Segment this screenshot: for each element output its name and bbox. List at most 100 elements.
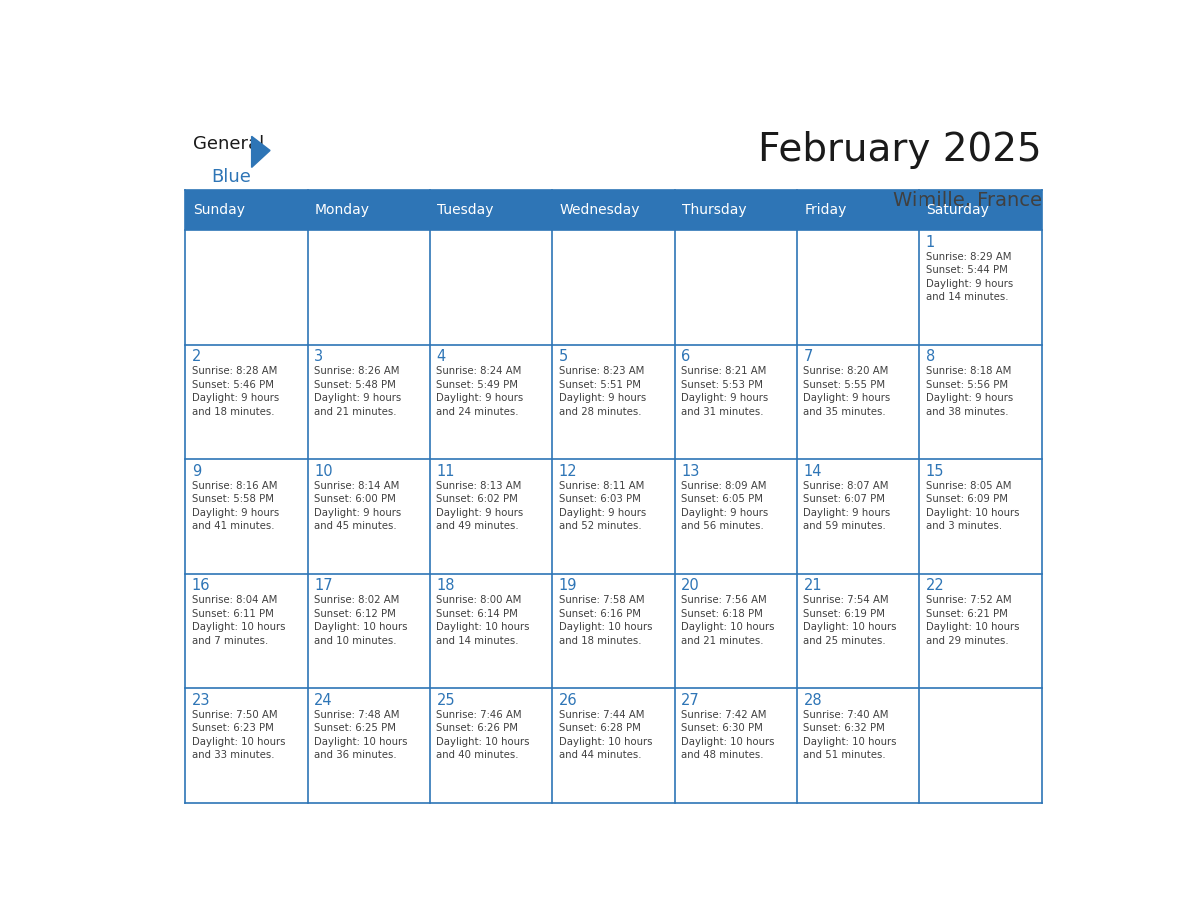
- Bar: [920, 230, 1042, 345]
- Bar: [185, 190, 308, 230]
- Text: Sunrise: 8:18 AM
Sunset: 5:56 PM
Daylight: 9 hours
and 38 minutes.: Sunrise: 8:18 AM Sunset: 5:56 PM Dayligh…: [925, 366, 1013, 417]
- Text: Sunrise: 8:16 AM
Sunset: 5:58 PM
Daylight: 9 hours
and 41 minutes.: Sunrise: 8:16 AM Sunset: 5:58 PM Dayligh…: [191, 480, 279, 532]
- Bar: [185, 345, 308, 459]
- Text: 4: 4: [436, 349, 446, 364]
- Bar: [308, 574, 430, 688]
- Bar: [430, 345, 552, 459]
- Text: 1: 1: [925, 235, 935, 250]
- Text: 28: 28: [803, 692, 822, 708]
- Text: Sunrise: 7:52 AM
Sunset: 6:21 PM
Daylight: 10 hours
and 29 minutes.: Sunrise: 7:52 AM Sunset: 6:21 PM Dayligh…: [925, 595, 1019, 646]
- Bar: [797, 345, 920, 459]
- Text: 16: 16: [191, 578, 210, 593]
- Bar: [430, 459, 552, 574]
- Bar: [920, 688, 1042, 803]
- Text: Sunday: Sunday: [192, 203, 245, 218]
- Text: Saturday: Saturday: [927, 203, 990, 218]
- Bar: [552, 190, 675, 230]
- Bar: [185, 574, 308, 688]
- Text: 10: 10: [314, 464, 333, 478]
- Bar: [308, 230, 430, 345]
- Text: Blue: Blue: [211, 168, 251, 186]
- Text: Tuesday: Tuesday: [437, 203, 494, 218]
- Text: Sunrise: 8:14 AM
Sunset: 6:00 PM
Daylight: 9 hours
and 45 minutes.: Sunrise: 8:14 AM Sunset: 6:00 PM Dayligh…: [314, 480, 402, 532]
- Text: Monday: Monday: [315, 203, 369, 218]
- Text: Sunrise: 8:13 AM
Sunset: 6:02 PM
Daylight: 9 hours
and 49 minutes.: Sunrise: 8:13 AM Sunset: 6:02 PM Dayligh…: [436, 480, 524, 532]
- Bar: [552, 574, 675, 688]
- Bar: [675, 230, 797, 345]
- Bar: [430, 230, 552, 345]
- Bar: [308, 190, 430, 230]
- Text: 5: 5: [558, 349, 568, 364]
- Text: Wimille, France: Wimille, France: [892, 192, 1042, 210]
- Text: Sunrise: 7:40 AM
Sunset: 6:32 PM
Daylight: 10 hours
and 51 minutes.: Sunrise: 7:40 AM Sunset: 6:32 PM Dayligh…: [803, 710, 897, 760]
- Bar: [797, 230, 920, 345]
- Text: Sunrise: 8:26 AM
Sunset: 5:48 PM
Daylight: 9 hours
and 21 minutes.: Sunrise: 8:26 AM Sunset: 5:48 PM Dayligh…: [314, 366, 402, 417]
- Bar: [308, 459, 430, 574]
- Text: 2: 2: [191, 349, 201, 364]
- Bar: [675, 459, 797, 574]
- Bar: [185, 688, 308, 803]
- Bar: [797, 688, 920, 803]
- Bar: [797, 574, 920, 688]
- Bar: [920, 459, 1042, 574]
- Text: Sunrise: 8:24 AM
Sunset: 5:49 PM
Daylight: 9 hours
and 24 minutes.: Sunrise: 8:24 AM Sunset: 5:49 PM Dayligh…: [436, 366, 524, 417]
- Text: 26: 26: [558, 692, 577, 708]
- Text: Sunrise: 7:48 AM
Sunset: 6:25 PM
Daylight: 10 hours
and 36 minutes.: Sunrise: 7:48 AM Sunset: 6:25 PM Dayligh…: [314, 710, 407, 760]
- Text: 23: 23: [191, 692, 210, 708]
- Text: 15: 15: [925, 464, 944, 478]
- Bar: [430, 688, 552, 803]
- Text: Sunrise: 7:44 AM
Sunset: 6:28 PM
Daylight: 10 hours
and 44 minutes.: Sunrise: 7:44 AM Sunset: 6:28 PM Dayligh…: [558, 710, 652, 760]
- Bar: [797, 190, 920, 230]
- Text: Sunrise: 7:58 AM
Sunset: 6:16 PM
Daylight: 10 hours
and 18 minutes.: Sunrise: 7:58 AM Sunset: 6:16 PM Dayligh…: [558, 595, 652, 646]
- Text: 13: 13: [681, 464, 700, 478]
- Bar: [797, 459, 920, 574]
- Text: 27: 27: [681, 692, 700, 708]
- Text: 12: 12: [558, 464, 577, 478]
- Text: Sunrise: 7:56 AM
Sunset: 6:18 PM
Daylight: 10 hours
and 21 minutes.: Sunrise: 7:56 AM Sunset: 6:18 PM Dayligh…: [681, 595, 775, 646]
- Bar: [675, 574, 797, 688]
- Text: Wednesday: Wednesday: [560, 203, 640, 218]
- Text: Sunrise: 8:02 AM
Sunset: 6:12 PM
Daylight: 10 hours
and 10 minutes.: Sunrise: 8:02 AM Sunset: 6:12 PM Dayligh…: [314, 595, 407, 646]
- Bar: [430, 574, 552, 688]
- Text: Sunrise: 7:50 AM
Sunset: 6:23 PM
Daylight: 10 hours
and 33 minutes.: Sunrise: 7:50 AM Sunset: 6:23 PM Dayligh…: [191, 710, 285, 760]
- Bar: [430, 190, 552, 230]
- Text: 20: 20: [681, 578, 700, 593]
- Bar: [552, 345, 675, 459]
- Text: 8: 8: [925, 349, 935, 364]
- Text: 3: 3: [314, 349, 323, 364]
- Bar: [675, 345, 797, 459]
- Text: 6: 6: [681, 349, 690, 364]
- Text: Sunrise: 8:29 AM
Sunset: 5:44 PM
Daylight: 9 hours
and 14 minutes.: Sunrise: 8:29 AM Sunset: 5:44 PM Dayligh…: [925, 252, 1013, 302]
- Text: 25: 25: [436, 692, 455, 708]
- Text: Sunrise: 8:21 AM
Sunset: 5:53 PM
Daylight: 9 hours
and 31 minutes.: Sunrise: 8:21 AM Sunset: 5:53 PM Dayligh…: [681, 366, 769, 417]
- Text: Sunrise: 8:05 AM
Sunset: 6:09 PM
Daylight: 10 hours
and 3 minutes.: Sunrise: 8:05 AM Sunset: 6:09 PM Dayligh…: [925, 480, 1019, 532]
- Text: 18: 18: [436, 578, 455, 593]
- Text: 19: 19: [558, 578, 577, 593]
- Bar: [552, 688, 675, 803]
- Text: Thursday: Thursday: [682, 203, 746, 218]
- Text: Sunrise: 8:28 AM
Sunset: 5:46 PM
Daylight: 9 hours
and 18 minutes.: Sunrise: 8:28 AM Sunset: 5:46 PM Dayligh…: [191, 366, 279, 417]
- Bar: [185, 230, 308, 345]
- Text: Sunrise: 7:54 AM
Sunset: 6:19 PM
Daylight: 10 hours
and 25 minutes.: Sunrise: 7:54 AM Sunset: 6:19 PM Dayligh…: [803, 595, 897, 646]
- Polygon shape: [252, 136, 270, 167]
- Text: General: General: [192, 135, 264, 153]
- Text: 21: 21: [803, 578, 822, 593]
- Bar: [552, 230, 675, 345]
- Text: Sunrise: 7:42 AM
Sunset: 6:30 PM
Daylight: 10 hours
and 48 minutes.: Sunrise: 7:42 AM Sunset: 6:30 PM Dayligh…: [681, 710, 775, 760]
- Text: Sunrise: 7:46 AM
Sunset: 6:26 PM
Daylight: 10 hours
and 40 minutes.: Sunrise: 7:46 AM Sunset: 6:26 PM Dayligh…: [436, 710, 530, 760]
- Bar: [552, 459, 675, 574]
- Text: Sunrise: 8:07 AM
Sunset: 6:07 PM
Daylight: 9 hours
and 59 minutes.: Sunrise: 8:07 AM Sunset: 6:07 PM Dayligh…: [803, 480, 891, 532]
- Bar: [308, 688, 430, 803]
- Text: Sunrise: 8:11 AM
Sunset: 6:03 PM
Daylight: 9 hours
and 52 minutes.: Sunrise: 8:11 AM Sunset: 6:03 PM Dayligh…: [558, 480, 646, 532]
- Text: 7: 7: [803, 349, 813, 364]
- Bar: [675, 190, 797, 230]
- Text: Sunrise: 8:09 AM
Sunset: 6:05 PM
Daylight: 9 hours
and 56 minutes.: Sunrise: 8:09 AM Sunset: 6:05 PM Dayligh…: [681, 480, 769, 532]
- Bar: [920, 574, 1042, 688]
- Text: February 2025: February 2025: [758, 131, 1042, 169]
- Text: 14: 14: [803, 464, 822, 478]
- Text: 11: 11: [436, 464, 455, 478]
- Text: Sunrise: 8:23 AM
Sunset: 5:51 PM
Daylight: 9 hours
and 28 minutes.: Sunrise: 8:23 AM Sunset: 5:51 PM Dayligh…: [558, 366, 646, 417]
- Text: 24: 24: [314, 692, 333, 708]
- Text: 9: 9: [191, 464, 201, 478]
- Text: 22: 22: [925, 578, 944, 593]
